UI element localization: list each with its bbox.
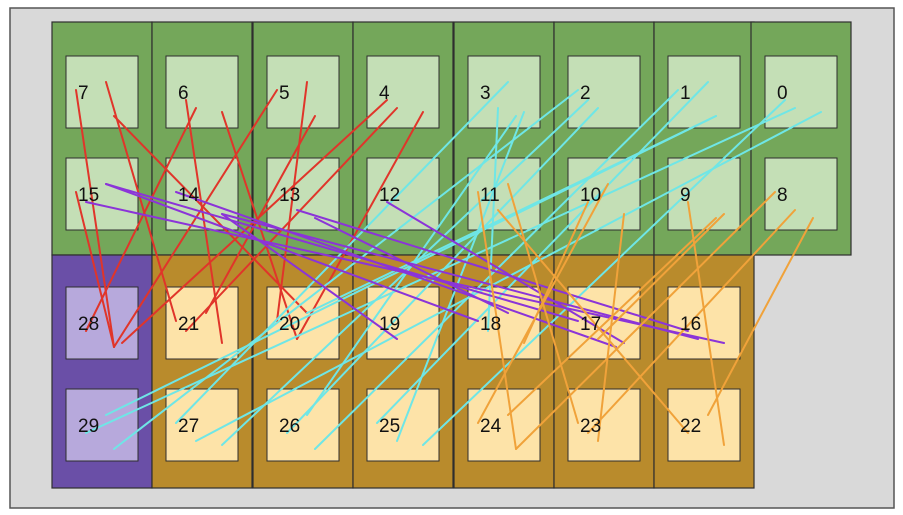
edge-5-21 [205,115,316,314]
label-layer: 0123456789101112131415161718192021222324… [78,83,788,437]
edge-6-21 [185,99,223,344]
edge-7-28 [75,89,115,348]
edge-5-20 [276,81,308,322]
edge-15-17 [105,183,579,322]
edge-7-21 [105,81,177,322]
edge-1-26 [314,89,679,450]
node-9-label: 9 [680,185,691,206]
node-20-label: 20 [279,314,300,335]
edge-3-18 [487,107,499,332]
edge-6-20 [221,111,298,340]
node-7-label: 7 [78,83,89,104]
node-28-label: 28 [78,314,99,335]
edge-4-28 [121,99,388,344]
node-15-label: 15 [78,185,99,206]
node-23-box [567,388,641,462]
edge-13-16 [296,209,689,332]
node-19-label: 19 [379,314,400,335]
node-12-box [366,157,440,231]
node-29-label: 29 [78,416,99,437]
node-6-box [165,55,239,129]
edge-13-18 [314,217,509,314]
edge-12-17 [386,201,625,344]
edge-6-28 [85,107,197,332]
node-21-box [165,286,239,360]
edge-11-22 [497,209,689,434]
edge-1-20 [306,115,717,314]
edge-4-20 [296,111,424,340]
edge-14-17 [175,191,617,348]
node-3-box [467,55,541,129]
node-13-label: 13 [279,185,300,206]
node-24-box [467,388,541,462]
node-0-label: 0 [777,83,788,104]
edge-0-27 [195,111,822,442]
node-26-label: 26 [279,416,300,437]
node-23-label: 23 [580,416,601,437]
node-22-box [667,388,741,462]
node-2-label: 2 [580,83,591,104]
node-10-box [567,157,641,231]
node-26-box [266,388,340,462]
node-17-label: 17 [580,314,601,335]
edge-layer [75,81,822,450]
node-4-label: 4 [379,83,390,104]
node-22-label: 22 [680,416,701,437]
node-13-box [266,157,340,231]
edge-11-23 [507,183,579,424]
edge-2-26 [286,107,599,434]
edge-8-23 [587,209,796,434]
node-16-box [667,286,741,360]
edge-0-25 [422,99,786,446]
node-11-label: 11 [480,185,500,206]
node-4-box [366,55,440,129]
node-2-box [567,55,641,129]
node-9-box [667,157,741,231]
node-10-label: 10 [580,185,601,206]
node-1-label: 1 [680,83,691,104]
edge-15-18 [105,183,479,322]
node-7-box [65,55,139,129]
edge-14-19 [221,213,398,340]
edge-4-21 [185,107,398,332]
node-12-label: 12 [379,185,400,206]
edge-9-17 [597,213,725,340]
node-8-box [764,157,838,231]
node-18-label: 18 [480,314,501,335]
node-8-label: 8 [777,185,788,206]
node-27-label: 27 [178,416,199,437]
edge-8-24 [515,191,776,450]
edge-1-25 [376,81,709,424]
node-21-label: 21 [178,314,199,335]
node-14-label: 14 [178,185,200,206]
node-16-label: 16 [680,314,701,335]
node-24-label: 24 [480,416,502,437]
edge-5-28 [113,89,278,348]
edge-15-28 [75,191,115,348]
edge-8-22 [707,217,814,416]
edge-11-24 [477,191,517,450]
node-5-label: 5 [279,83,290,104]
edge-2-29 [113,89,579,450]
edge-10-18 [523,201,589,344]
node-25-label: 25 [379,416,400,437]
node-3-label: 3 [480,83,491,104]
node-6-label: 6 [178,83,189,104]
node-1-box [667,55,741,129]
